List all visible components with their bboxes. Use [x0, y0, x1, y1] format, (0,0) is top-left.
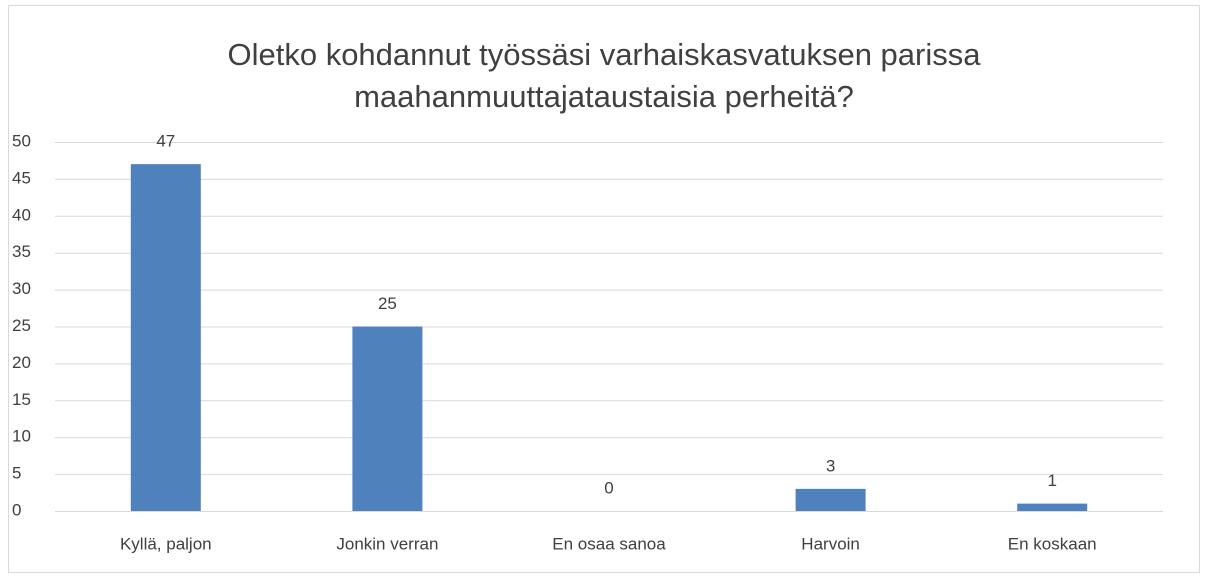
data-label: 25: [378, 294, 397, 313]
bar: [795, 488, 866, 511]
x-tick-label: En osaa sanoa: [552, 534, 666, 553]
y-tick-label: 40: [12, 205, 31, 224]
y-tick-label: 45: [12, 168, 31, 187]
data-label: 1: [1047, 471, 1056, 490]
x-tick-label: Kyllä, paljon: [120, 534, 212, 553]
data-label: 0: [604, 478, 613, 497]
chart-border: [8, 5, 1200, 573]
chart-title: Oletko kohdannut työssäsi varhaiskasvatu…: [227, 37, 981, 114]
bar: [1017, 503, 1088, 511]
y-tick-label: 15: [12, 390, 31, 409]
y-tick-label: 30: [12, 279, 31, 298]
y-tick-label: 25: [12, 316, 31, 335]
y-tick-label: 0: [12, 500, 21, 519]
x-tick-label: Harvoin: [801, 534, 860, 553]
x-tick-label: Jonkin verran: [336, 534, 438, 553]
y-tick-label: 5: [12, 464, 21, 483]
y-tick-label: 10: [12, 427, 31, 446]
y-tick-label: 35: [12, 242, 31, 261]
data-label: 3: [826, 456, 835, 475]
y-tick-label: 50: [12, 131, 31, 150]
y-tick-label: 20: [12, 353, 31, 372]
data-label: 47: [156, 132, 175, 151]
x-tick-label: En koskaan: [1008, 534, 1097, 553]
bar: [352, 326, 423, 511]
bar: [130, 164, 201, 511]
